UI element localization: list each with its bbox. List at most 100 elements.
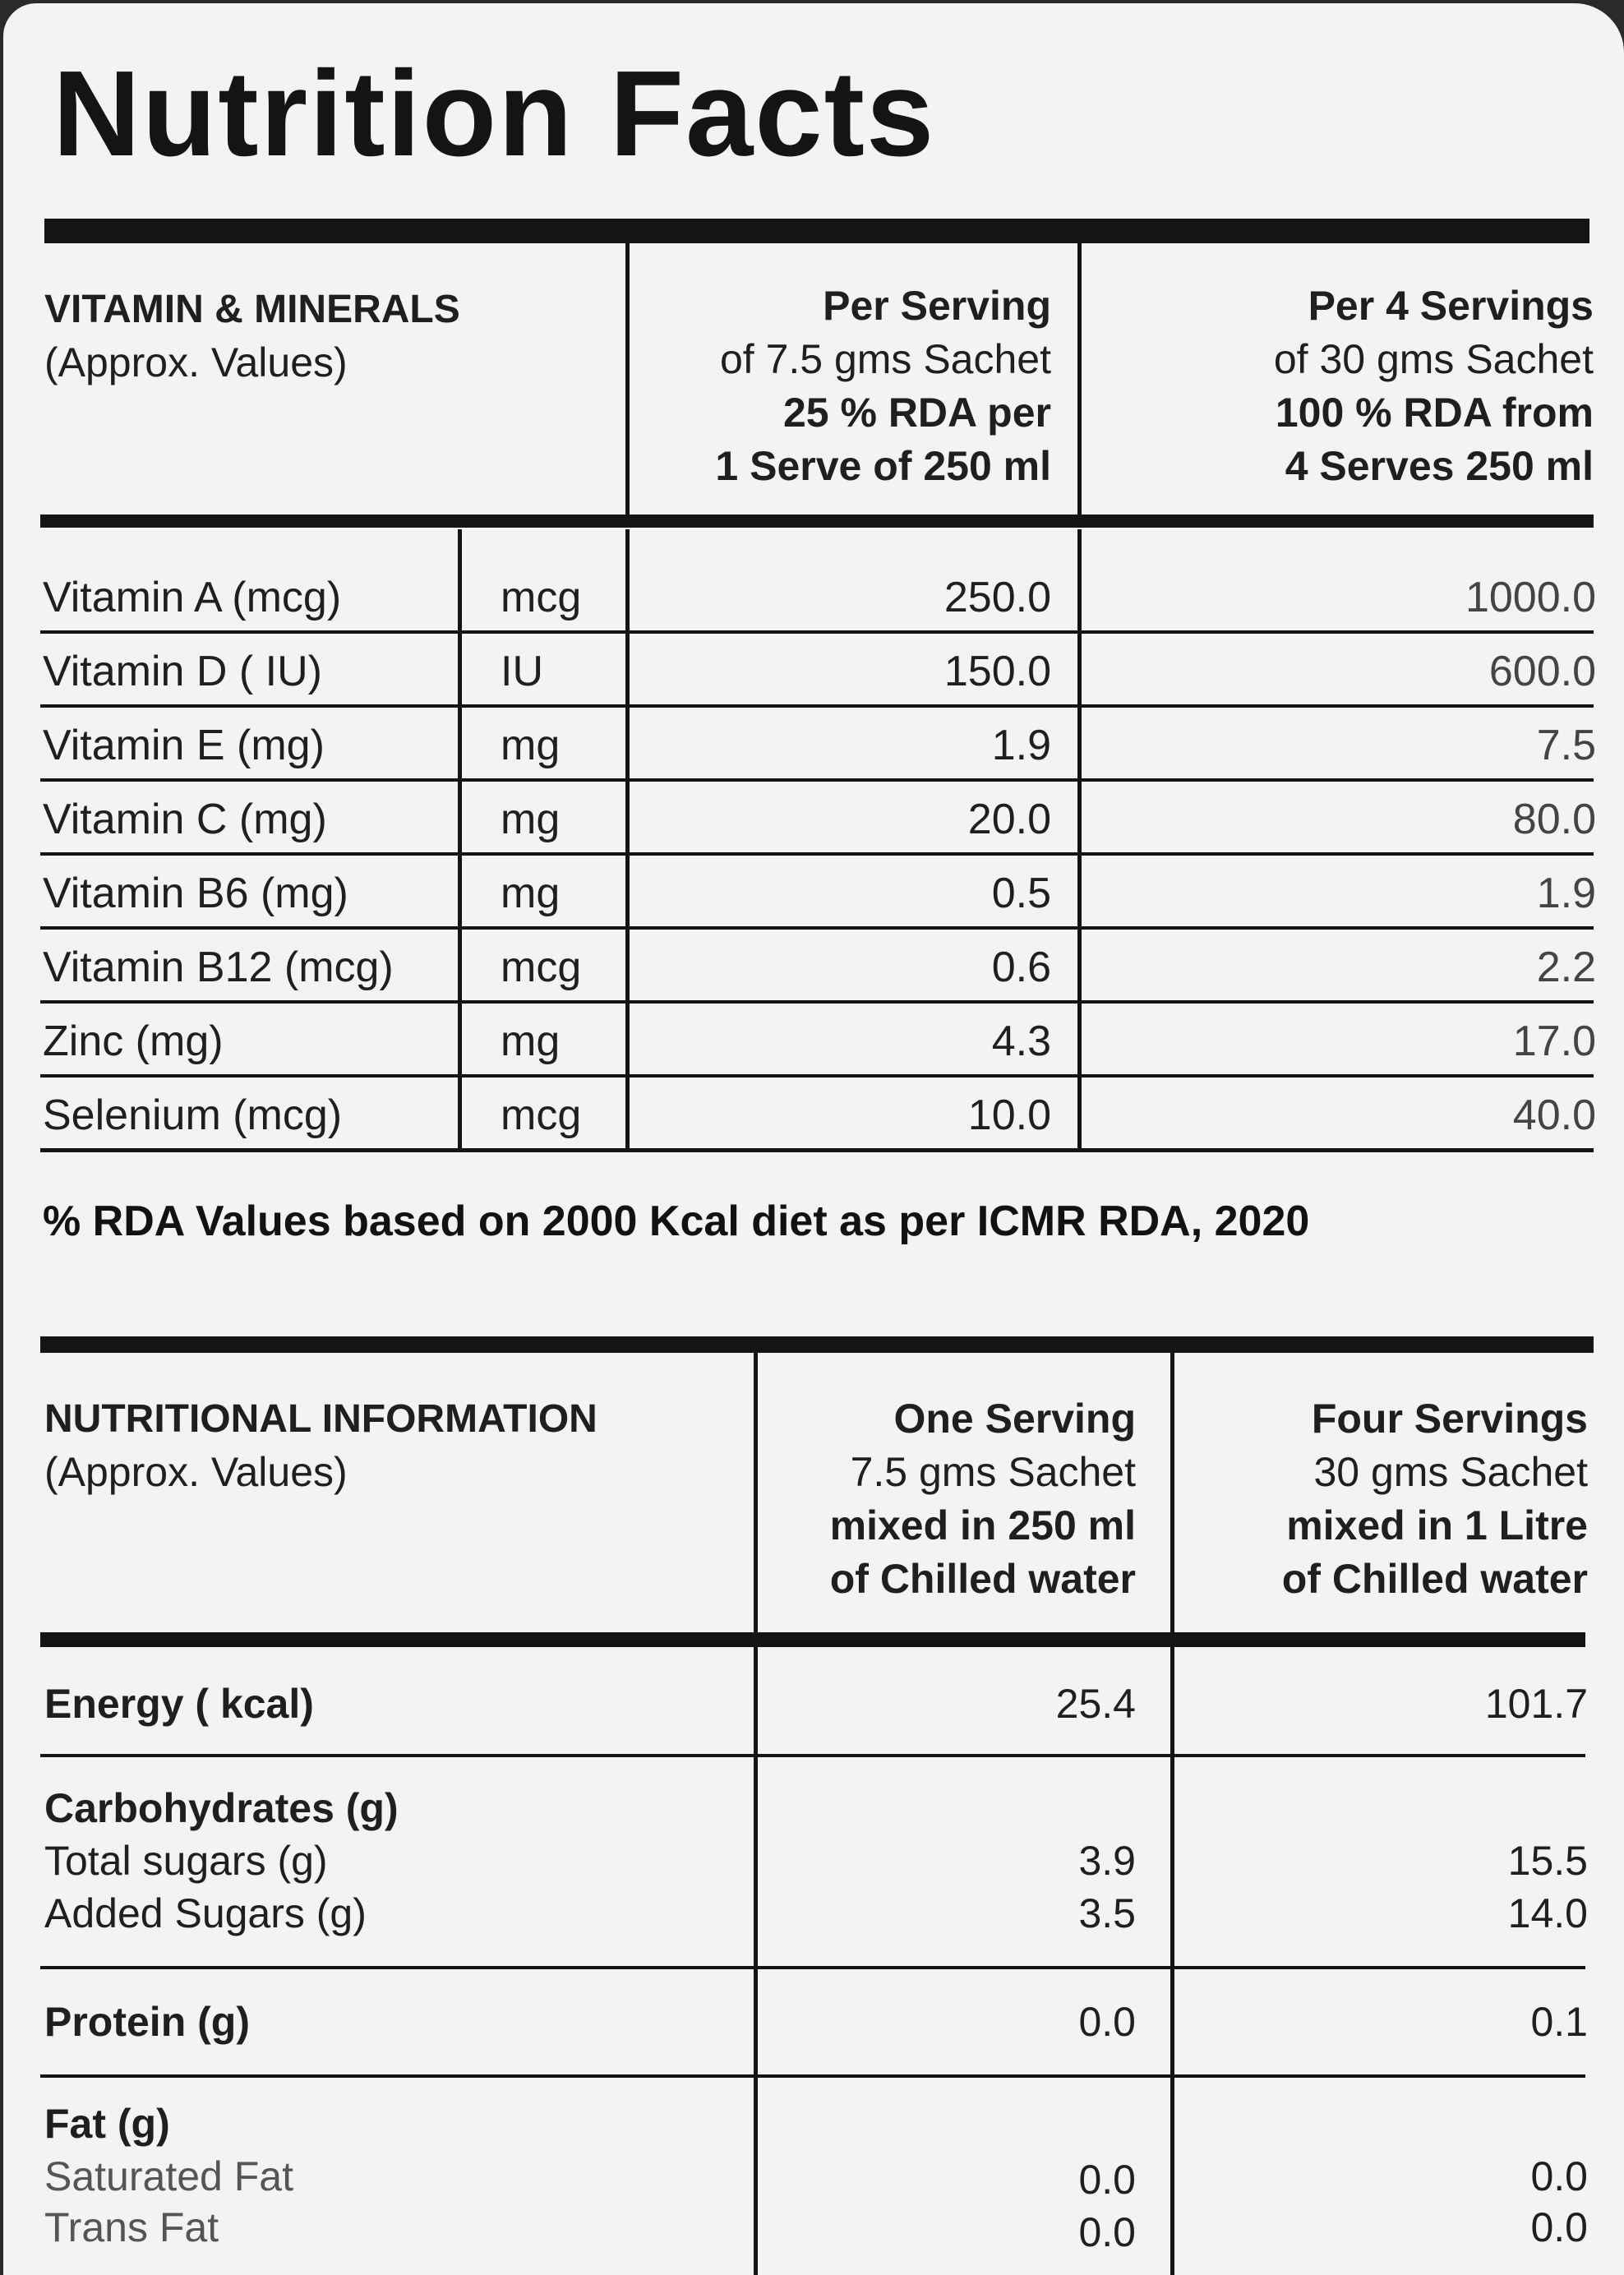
vitamin-per-serving: 10.0 xyxy=(967,1091,1051,1139)
column-divider xyxy=(625,238,630,517)
trans-fat-four: 0.0 xyxy=(1530,2204,1588,2250)
vitamins-col2-header: Per 4 Servings of 30 gms Sachet 100 % RD… xyxy=(1273,283,1594,489)
column-divider xyxy=(625,780,630,854)
vitamin-unit: IU xyxy=(501,648,543,695)
vitamin-per-serving: 0.6 xyxy=(991,944,1051,991)
vitamin-unit: mg xyxy=(501,1018,561,1065)
row-divider xyxy=(40,630,1594,634)
row-divider xyxy=(40,2074,1585,2078)
nutrition-heading: NUTRITIONAL INFORMATION (Approx. Values) xyxy=(44,1397,597,1495)
added-sugars-four: 14.0 xyxy=(1507,1890,1588,1936)
table-top-rule xyxy=(44,219,1589,243)
protein-four: 0.1 xyxy=(1530,1999,1588,2045)
saturated-fat-four: 0.0 xyxy=(1530,2153,1588,2199)
row-divider xyxy=(40,778,1594,782)
vitamin-name: Vitamin C (mg) xyxy=(43,796,327,843)
column-divider xyxy=(1077,706,1082,780)
header-rule xyxy=(40,1632,1585,1647)
column-divider xyxy=(458,928,462,1002)
saturated-fat-label: Saturated Fat xyxy=(44,2153,293,2199)
header-rule xyxy=(40,515,1594,528)
column-divider xyxy=(625,706,630,780)
protein-one: 0.0 xyxy=(1078,1999,1136,2045)
page-title: Nutrition Facts xyxy=(53,46,936,182)
vitamin-name: Zinc (mg) xyxy=(43,1018,224,1065)
fat-label: Fat (g) xyxy=(44,2101,170,2147)
vitamin-name: Vitamin A (mcg) xyxy=(43,574,342,621)
total-sugars-one: 3.9 xyxy=(1078,1838,1136,1884)
column-divider xyxy=(458,529,462,632)
column-divider xyxy=(1077,780,1082,854)
vitamin-per-serving: 250.0 xyxy=(943,574,1051,621)
vitamin-per-4-servings: 1000.0 xyxy=(1465,574,1596,621)
column-divider xyxy=(1077,928,1082,1002)
vitamin-name: Vitamin E (mg) xyxy=(43,722,325,769)
column-divider xyxy=(1170,1351,1174,2275)
saturated-fat-one: 0.0 xyxy=(1078,2157,1136,2203)
energy-one: 25.4 xyxy=(1055,1681,1136,1727)
row-divider xyxy=(40,852,1594,856)
vitamin-unit: mcg xyxy=(501,944,582,991)
vitamin-per-4-servings: 80.0 xyxy=(1512,796,1596,843)
trans-fat-label: Trans Fat xyxy=(44,2204,219,2250)
column-divider xyxy=(458,1076,462,1150)
column-divider xyxy=(458,632,462,706)
row-divider xyxy=(40,1148,1594,1152)
column-divider xyxy=(625,1076,630,1150)
row-divider xyxy=(40,1000,1594,1004)
vitamin-per-serving: 150.0 xyxy=(943,648,1051,695)
vitamin-per-4-servings: 600.0 xyxy=(1488,648,1596,695)
column-divider xyxy=(458,780,462,854)
nutrition-col1-header: One Serving 7.5 gms Sachet mixed in 250 … xyxy=(829,1396,1136,1602)
column-divider xyxy=(625,1002,630,1076)
vitamin-per-serving: 0.5 xyxy=(991,870,1051,917)
trans-fat-one: 0.0 xyxy=(1078,2209,1136,2255)
row-divider xyxy=(40,1754,1585,1757)
vitamin-name: Vitamin B12 (mcg) xyxy=(43,944,394,991)
column-divider xyxy=(625,529,630,632)
table-top-rule xyxy=(40,1336,1594,1353)
vitamin-unit: mcg xyxy=(501,1091,582,1139)
vitamin-unit: mcg xyxy=(501,574,582,621)
column-divider xyxy=(1077,854,1082,928)
total-sugars-label: Total sugars (g) xyxy=(44,1838,328,1884)
column-divider xyxy=(1077,1076,1082,1150)
column-divider xyxy=(1077,632,1082,706)
energy-four: 101.7 xyxy=(1484,1681,1588,1727)
vitamin-per-4-servings: 17.0 xyxy=(1512,1018,1596,1065)
column-divider xyxy=(458,1002,462,1076)
total-sugars-four: 15.5 xyxy=(1507,1838,1588,1884)
column-divider xyxy=(1077,238,1082,517)
added-sugars-label: Added Sugars (g) xyxy=(44,1890,367,1936)
vitamin-unit: mg xyxy=(501,722,561,769)
column-divider xyxy=(754,1351,758,2275)
vitamins-col1-header: Per Serving of 7.5 gms Sachet 25 % RDA p… xyxy=(715,283,1051,489)
vitamin-name: Selenium (mcg) xyxy=(43,1091,343,1139)
column-divider xyxy=(458,854,462,928)
vitamin-per-serving: 4.3 xyxy=(991,1018,1051,1065)
energy-label: Energy ( kcal) xyxy=(44,1681,314,1727)
vitamin-per-serving: 20.0 xyxy=(967,796,1051,843)
row-divider xyxy=(40,926,1594,930)
vitamin-per-4-servings: 7.5 xyxy=(1536,722,1596,769)
vitamin-per-4-servings: 1.9 xyxy=(1536,870,1596,917)
vitamin-unit: mg xyxy=(501,870,561,917)
vitamin-unit: mg xyxy=(501,796,561,843)
row-divider xyxy=(40,1966,1585,1969)
column-divider xyxy=(625,854,630,928)
column-divider xyxy=(625,928,630,1002)
carbohydrates-label: Carbohydrates (g) xyxy=(44,1785,399,1831)
column-divider xyxy=(458,706,462,780)
vitamin-per-4-servings: 2.2 xyxy=(1536,944,1596,991)
nutrition-col2-header: Four Servings 30 gms Sachet mixed in 1 L… xyxy=(1281,1396,1588,1602)
row-divider xyxy=(40,704,1594,708)
protein-label: Protein (g) xyxy=(44,1999,250,2045)
row-divider xyxy=(40,1074,1594,1078)
vitamin-per-4-servings: 40.0 xyxy=(1512,1091,1596,1139)
rda-footnote: % RDA Values based on 2000 Kcal diet as … xyxy=(43,1197,1310,1245)
vitamins-heading: VITAMIN & MINERALS (Approx. Values) xyxy=(44,288,460,385)
nutrition-label: Nutrition Facts VITAMIN & MINERALS (Appr… xyxy=(3,3,1624,2275)
column-divider xyxy=(625,632,630,706)
vitamin-name: Vitamin B6 (mg) xyxy=(43,870,348,917)
column-divider xyxy=(1077,529,1082,632)
